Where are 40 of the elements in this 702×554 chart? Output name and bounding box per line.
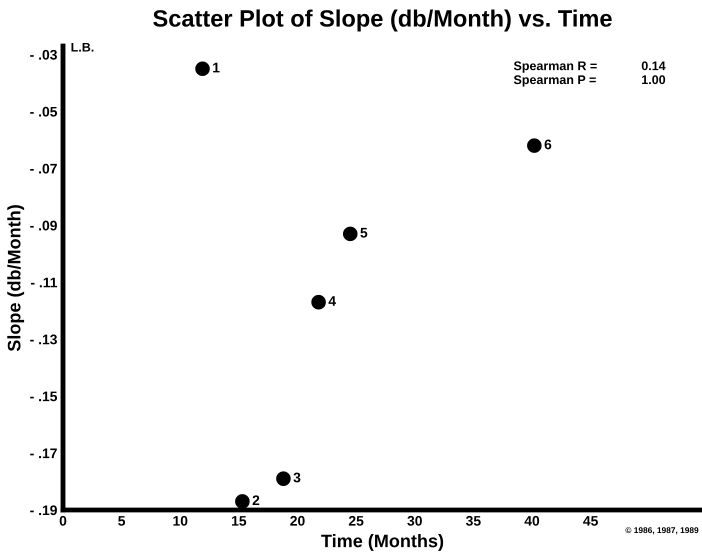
- point: [276, 471, 291, 486]
- annotation: 1: [213, 62, 220, 72]
- point: [342, 226, 358, 242]
- x-axis-title: Time (Months): [321, 534, 444, 551]
- x-tick-label: 40: [524, 516, 540, 526]
- x-tick-label: 5: [118, 516, 126, 526]
- annotation: 3: [293, 472, 300, 482]
- annotation: 6: [544, 140, 552, 150]
- y-tick-label: - .15: [30, 392, 58, 402]
- x-tick-label: 30: [407, 516, 422, 526]
- x-tick-label: 0: [60, 516, 66, 526]
- annotation: Spearman R =: [514, 61, 597, 73]
- x-tick-label: 20: [290, 516, 305, 526]
- point: [527, 138, 542, 153]
- y-tick-label: - .13: [30, 334, 57, 344]
- annotation: 0.14: [642, 61, 666, 70]
- y-axis-title: Slope (db/Month): [7, 205, 24, 352]
- x-tick-label: 35: [466, 516, 481, 526]
- y-tick-label: - .05: [30, 106, 58, 117]
- y-tick-label: - .03: [30, 50, 57, 60]
- point: [235, 494, 250, 509]
- annotation: L.B.: [72, 42, 94, 52]
- annotation: 4: [328, 296, 336, 306]
- annotation: 2: [252, 495, 260, 506]
- point: [311, 294, 326, 310]
- x-tick-label: 45: [583, 516, 598, 526]
- chart-title: Scatter Plot of Slope (db/Month) vs. Time: [153, 9, 612, 32]
- y-tick-label: - .09: [30, 220, 57, 231]
- y-tick-label: - .11: [30, 278, 58, 288]
- point: [195, 61, 210, 76]
- x-tick-label: 10: [173, 516, 188, 526]
- annotation: 1.00: [642, 75, 666, 84]
- y-tick-label: - .17: [30, 448, 57, 458]
- y-tick-label: - .07: [30, 164, 57, 174]
- x-tick-label: 25: [348, 516, 364, 526]
- annotation: 5: [360, 228, 368, 238]
- text: © 1986, 1987, 1989: [625, 527, 698, 534]
- x-tick-label: 15: [232, 516, 246, 526]
- annotation: Spearman P =: [514, 75, 596, 87]
- y-tick-label: - .19: [30, 505, 57, 516]
